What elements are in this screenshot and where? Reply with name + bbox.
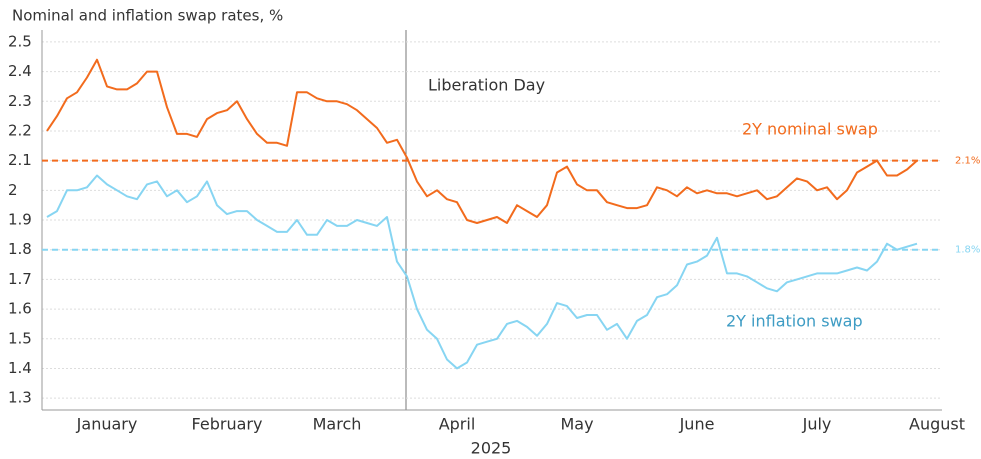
series-label: 2Y inflation swap [726,312,863,331]
y-tick-label: 2.1 [8,151,32,169]
series-line [46,58,918,224]
y-tick-label: 1.7 [8,270,32,288]
y-tick-label: 2.5 [8,32,32,50]
x-tick-label: March [313,415,362,434]
x-tick-label: February [192,415,263,434]
y-tick-label: 2.2 [8,121,32,139]
x-tick-label: July [802,415,832,434]
y-tick-label: 2.4 [8,62,32,80]
x-tick-label: August [909,415,965,434]
annotation: Liberation Day [428,76,545,95]
y-tick-label: 2 [8,181,18,199]
x-tick-label: January [76,415,138,434]
reference-label: 2.1% [955,156,980,167]
y-tick-label: 1.3 [8,389,32,407]
x-axis-label: 2025 [471,439,512,458]
x-tick-label: April [439,415,476,434]
x-tick-label: May [560,415,593,434]
y-tick-label: 1.9 [8,211,32,229]
reference-label: 1.8% [955,245,980,256]
series-line [46,174,918,370]
series-label: 2Y nominal swap [742,120,878,139]
y-tick-label: 1.8 [8,240,32,258]
y-tick-label: 2.3 [8,92,32,110]
y-tick-label: 1.6 [8,300,32,318]
y-tick-label: 1.5 [8,329,32,347]
y-tick-label: 1.4 [8,359,32,377]
x-tick-label: June [679,415,715,434]
chart-title: Nominal and inflation swap rates, % [12,7,283,25]
